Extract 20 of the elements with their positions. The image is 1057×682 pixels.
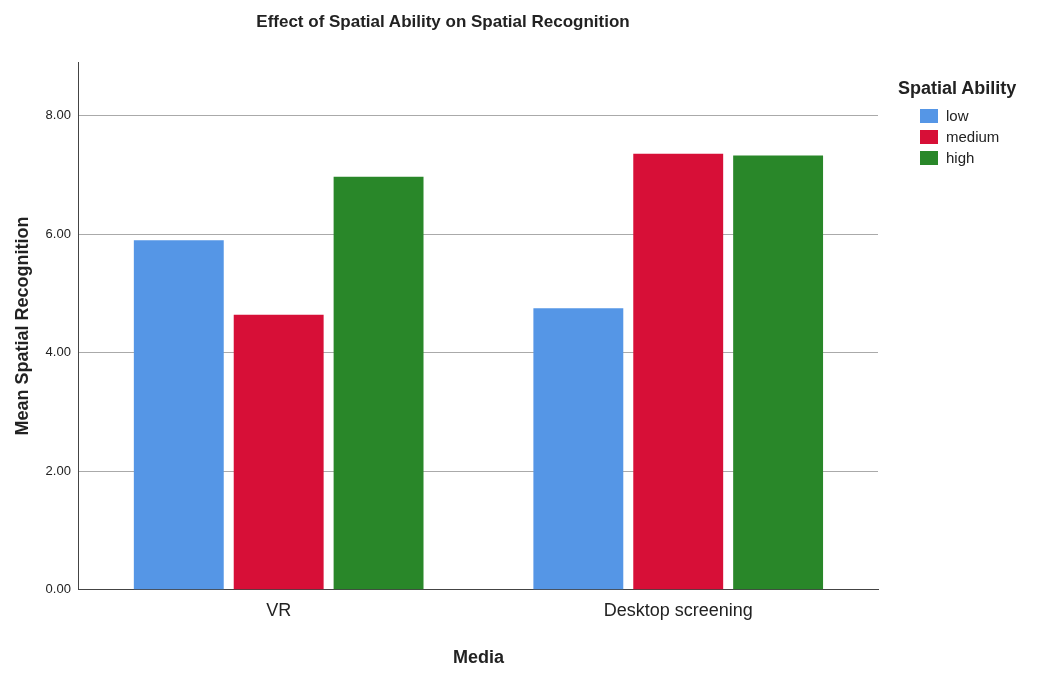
legend-label: low (946, 107, 969, 124)
chart-title: Effect of Spatial Ability on Spatial Recognition (256, 11, 630, 31)
bar (333, 176, 424, 590)
legend-title: Spatial Ability (898, 78, 1017, 99)
legend-label: medium (946, 128, 1000, 145)
legend-label: high (946, 149, 975, 166)
y-tick-label: 0.00 (45, 581, 71, 597)
y-tick-label: 6.00 (45, 225, 71, 241)
x-axis-title: Media (452, 647, 505, 668)
y-tick-label: 4.00 (45, 344, 71, 360)
bar (133, 240, 224, 590)
bar (633, 153, 724, 590)
y-axis-title: Mean Spatial Recognition (11, 216, 32, 436)
bar (233, 314, 324, 590)
x-tick-label: Desktop screening (603, 599, 753, 620)
bar (533, 308, 624, 590)
x-tick-label: VR (266, 599, 292, 620)
y-tick-label: 8.00 (45, 107, 71, 123)
bar (733, 155, 824, 590)
y-tick-label: 2.00 (45, 462, 71, 478)
